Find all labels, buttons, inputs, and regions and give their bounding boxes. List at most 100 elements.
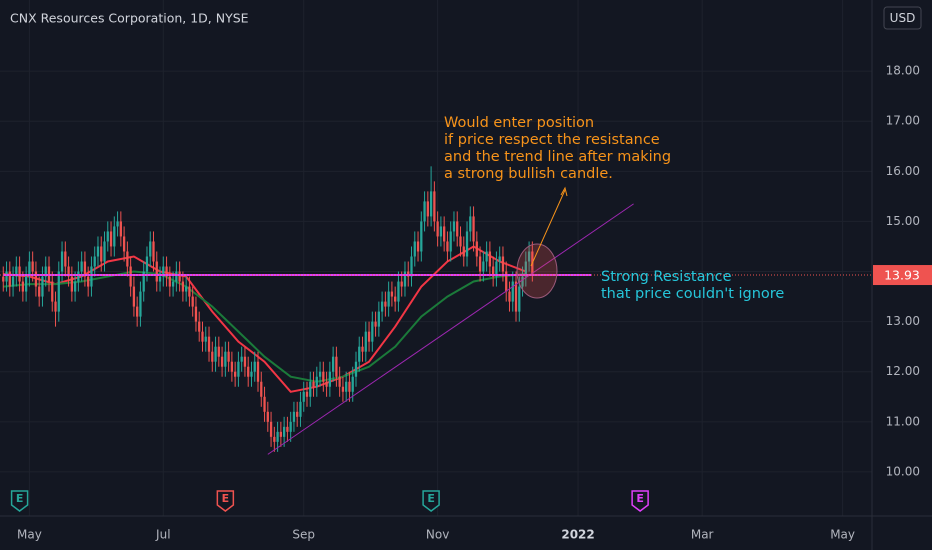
candle-body [282,426,286,437]
candle-body [87,276,90,287]
candle-body [361,346,364,352]
candle-body [286,426,289,432]
candle-body [38,286,41,297]
candle-body [338,376,341,387]
currency-label[interactable]: USD [890,11,916,25]
candle-body [465,231,469,257]
candle-body [171,281,175,287]
candle-body [377,311,380,327]
candle-body [243,356,247,367]
candle-body [191,296,194,307]
event-icon [10,490,29,512]
candle-body [452,221,456,232]
candle-body [358,346,361,362]
candle-body [100,246,103,262]
candle-body [341,386,345,392]
annotation-text: and the trend line after making [444,149,671,165]
candle-body [420,221,423,252]
candle-body [60,251,64,272]
y-tick-label: 18.00 [886,64,920,78]
candle-body [508,291,511,302]
event-label: E [16,492,24,505]
candle-body [273,436,276,442]
candle-body [302,391,305,402]
candle-body [113,226,116,247]
candle-body [276,431,279,442]
candle-body [181,281,185,292]
candle-body [485,251,488,262]
candle-body [384,301,387,307]
candle-body [2,276,5,282]
candle-body [24,276,28,292]
candle-body [351,376,354,392]
candle-body [145,256,149,272]
candle-body [318,371,322,377]
candle-body [93,256,96,267]
candle-body [367,331,371,342]
candle-body [194,306,198,322]
currency-button[interactable] [883,6,922,30]
candle-body [433,191,436,222]
candle-body [165,266,168,277]
candle-body [322,371,325,382]
candle-body [348,381,351,392]
candle-body [207,336,211,352]
candle-body [449,231,452,252]
candle-body [136,306,139,317]
y-tick-label: 10.00 [886,464,920,478]
candle-body [387,291,390,307]
candle-body [64,251,67,267]
candle-body [325,381,328,387]
candle-body [397,281,400,302]
candle-body [129,266,132,287]
candle-body [469,216,472,232]
candle-body [54,301,57,312]
candle-body [51,281,54,302]
event-icon [216,490,235,512]
candle-body [57,271,60,312]
candle-body [380,301,384,312]
candle-body [374,321,377,327]
candle-body [505,271,508,292]
candle-body [495,261,498,277]
candle-body [178,271,181,282]
candle-body [119,221,122,237]
x-tick-label: Jul [155,528,170,542]
x-tick-label: Sep [292,528,315,542]
candle-body [299,401,302,417]
candle-body [116,221,119,227]
trend-line [267,203,634,455]
candle-body [220,356,224,367]
annotation-text: a strong bullish candle. [444,166,613,182]
candle-body [168,276,171,287]
y-tick-label: 15.00 [886,214,920,228]
candle-body [394,296,397,302]
candle-body [335,356,338,377]
event-icon [422,490,440,512]
candle-body [256,361,260,382]
candle-body [96,246,100,257]
candle-body [296,411,299,417]
candle-body [289,421,292,432]
event-icon [631,490,649,512]
x-tick-label: Mar [691,528,714,542]
last-price-label: 13.93 [884,268,920,283]
candle-body [354,361,358,377]
candle-body [478,256,482,272]
candle-body [462,246,465,257]
candle-body [403,271,407,287]
y-tick-label: 11.00 [886,414,920,428]
candle-body [240,356,243,362]
candle-body [250,371,253,377]
y-tick-label: 16.00 [886,164,920,178]
candle-body [234,371,237,377]
candle-body [47,266,51,282]
candle-body [488,251,492,267]
candle-body [279,431,283,437]
annotation-text: if price respect the resistance [444,132,660,148]
candle-body [459,236,462,247]
candle-body [224,351,227,367]
x-tick-label: 2022 [561,528,594,542]
